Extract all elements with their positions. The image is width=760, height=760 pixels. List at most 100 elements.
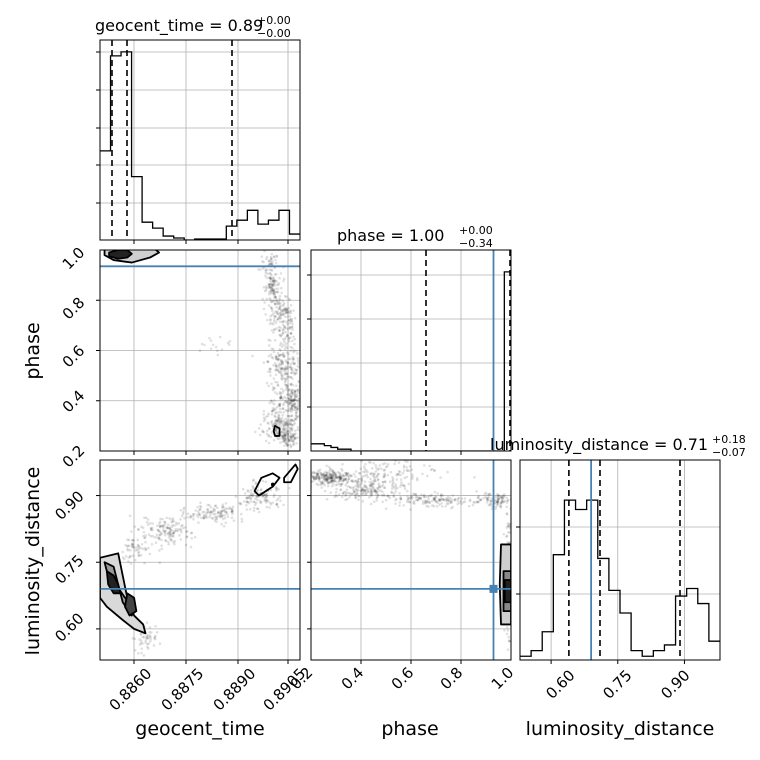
scatter-point: [285, 351, 289, 354]
scatter-point: [214, 504, 218, 507]
scatter-point: [249, 500, 253, 503]
scatter-point: [253, 497, 257, 500]
scatter-point: [284, 428, 287, 431]
scatter-point: [271, 292, 275, 295]
scatter-point: [279, 433, 283, 437]
ytick-phase-0.4: 0.4: [59, 387, 89, 417]
scatter-point: [423, 500, 427, 504]
scatter-point: [342, 478, 346, 482]
scatter-point: [289, 362, 293, 366]
scatter-point: [291, 404, 294, 408]
scatter-point: [360, 489, 363, 493]
scatter-point: [275, 431, 279, 435]
scatter-point: [338, 471, 341, 475]
scatter-point: [399, 497, 403, 501]
scatter-point: [287, 438, 290, 441]
scatter-point: [330, 475, 334, 479]
scatter-point: [163, 520, 167, 524]
scatter-point: [277, 300, 281, 303]
scatter-point: [322, 473, 326, 477]
scatter-point: [366, 475, 369, 479]
scatter-point: [358, 485, 361, 489]
scatter-point: [273, 391, 277, 394]
scatter-point: [143, 536, 147, 539]
scatter-point: [505, 501, 509, 504]
scatter-point: [281, 308, 285, 311]
scatter-point: [281, 403, 285, 407]
scatter-point: [286, 432, 289, 435]
scatter-point: [217, 510, 220, 514]
scatter-point: [279, 394, 283, 398]
scatter-point: [284, 308, 288, 311]
scatter-point: [331, 471, 335, 475]
scatter-point: [502, 500, 505, 504]
scatter-point: [206, 510, 210, 514]
scatter-point: [264, 495, 268, 499]
scatter-point: [344, 494, 347, 497]
scatter-point: [289, 435, 292, 438]
contour-path: [108, 250, 133, 260]
scatter-point: [292, 350, 295, 354]
scatter-point: [356, 494, 360, 498]
scatter-point: [281, 310, 285, 314]
scatter-point: [399, 485, 402, 488]
scatter-point: [333, 477, 337, 480]
scatter-point: [392, 492, 396, 495]
scatter-point: [514, 541, 517, 544]
scatter-point: [282, 389, 285, 392]
scatter-point: [382, 468, 386, 472]
scatter-point: [284, 383, 288, 387]
scatter-point: [274, 428, 278, 431]
scatter-point: [271, 260, 274, 264]
scatter-point: [498, 495, 502, 498]
scatter-point: [202, 513, 206, 517]
scatter-point: [184, 526, 187, 529]
scatter-point: [270, 307, 273, 310]
scatter-point: [383, 462, 387, 465]
scatter-point: [392, 495, 396, 498]
scatter-point: [326, 478, 330, 481]
scatter-point: [496, 497, 500, 500]
scatter-point: [425, 501, 428, 505]
scatter-point: [198, 349, 202, 353]
scatter-point: [213, 515, 217, 519]
scatter-point: [152, 644, 156, 647]
scatter-point: [306, 476, 309, 479]
scatter-point: [121, 550, 124, 554]
scatter-point: [263, 418, 267, 421]
scatter-point: [281, 309, 285, 313]
scatter-point: [279, 370, 283, 373]
scatter-point: [267, 259, 271, 263]
scatter-point: [318, 468, 322, 472]
scatter-point: [330, 476, 333, 480]
scatter-point: [184, 543, 188, 547]
scatter-point: [274, 419, 278, 422]
scatter-point: [351, 480, 355, 484]
scatter-point: [408, 500, 411, 504]
scatter-point: [382, 475, 385, 479]
scatter-point: [507, 522, 511, 526]
scatter-point: [131, 544, 134, 547]
scatter-point: [290, 317, 293, 321]
scatter-point: [337, 476, 340, 480]
xlabel-luminosity-distance: luminosity_distance: [526, 718, 715, 740]
scatter-geocent-lumdist-panel-frame: [99, 459, 301, 661]
scatter-point: [296, 391, 300, 394]
scatter-point: [326, 481, 329, 484]
hist-luminosity-distance-panel: [516, 460, 720, 664]
scatter-point: [289, 438, 292, 442]
scatter-point: [494, 500, 498, 504]
scatter-point: [450, 500, 453, 504]
scatter-point: [282, 428, 286, 432]
scatter-point: [346, 479, 350, 483]
scatter-point: [124, 543, 127, 547]
scatter-point: [345, 488, 349, 491]
scatter-point: [282, 325, 286, 328]
scatter-point: [335, 476, 338, 479]
scatter-point: [273, 282, 276, 285]
scatter-point: [279, 420, 283, 423]
scatter-point: [274, 315, 278, 318]
scatter-point: [231, 505, 235, 509]
scatter-point: [291, 404, 294, 408]
scatter-point: [268, 285, 272, 289]
